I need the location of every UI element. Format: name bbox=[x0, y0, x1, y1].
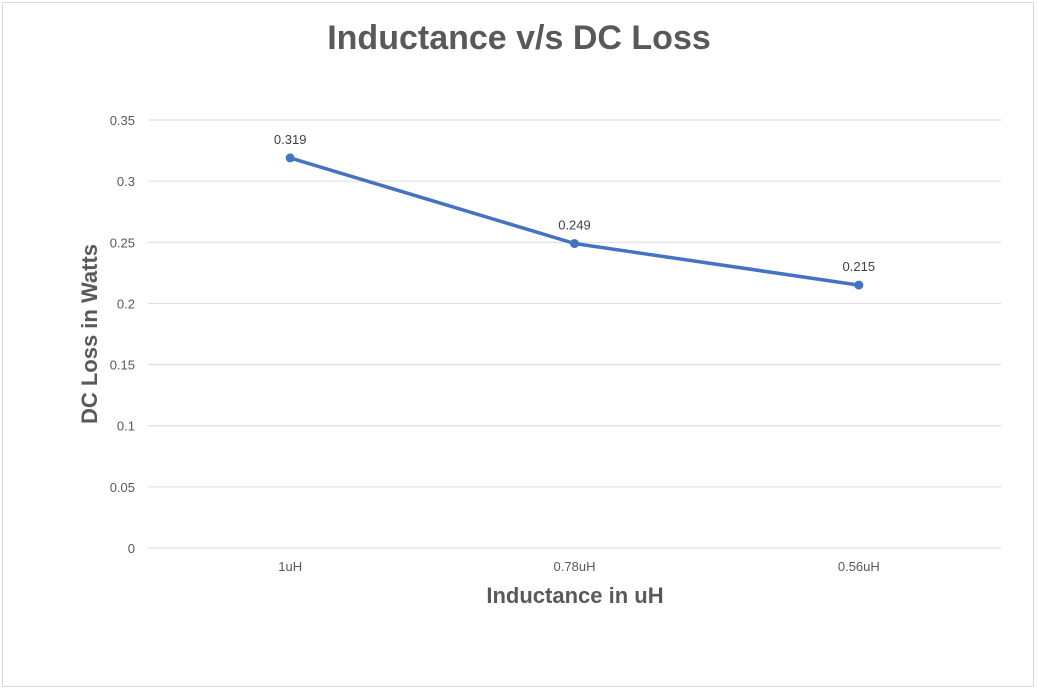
x-axis-tick-labels: 1uH 0.78uH 0.56uH bbox=[278, 559, 880, 574]
y-tick-label: 0.25 bbox=[110, 235, 135, 250]
y-tick-label: 0.2 bbox=[117, 296, 135, 311]
y-tick-label: 0.3 bbox=[117, 174, 135, 189]
y-tick-label: 0.1 bbox=[117, 419, 135, 434]
x-axis-title: Inductance in uH bbox=[486, 583, 663, 608]
gridlines bbox=[148, 119, 1001, 549]
data-label: 0.215 bbox=[843, 259, 876, 274]
x-tick-label: 1uH bbox=[278, 559, 302, 574]
data-point bbox=[854, 280, 864, 290]
data-point bbox=[570, 239, 579, 249]
data-label: 0.319 bbox=[274, 132, 307, 147]
data-label: 0.249 bbox=[558, 218, 591, 233]
y-tick-label: 0.15 bbox=[110, 358, 135, 373]
data-labels: 0.319 0.249 0.215 bbox=[274, 132, 875, 274]
x-tick-label: 0.56uH bbox=[838, 559, 880, 574]
x-tick-label: 0.78uH bbox=[554, 559, 596, 574]
y-axis-tick-labels: 0 0.05 0.1 0.15 0.2 0.25 0.3 0.35 bbox=[110, 113, 135, 556]
y-tick-label: 0.05 bbox=[110, 480, 135, 495]
y-axis-title: DC Loss in Watts bbox=[77, 244, 102, 424]
series-layer bbox=[285, 153, 864, 290]
data-point bbox=[285, 153, 295, 163]
y-tick-label: 0.35 bbox=[110, 113, 135, 128]
y-tick-label: 0 bbox=[128, 541, 135, 556]
chart-title: Inductance v/s DC Loss bbox=[327, 19, 711, 57]
